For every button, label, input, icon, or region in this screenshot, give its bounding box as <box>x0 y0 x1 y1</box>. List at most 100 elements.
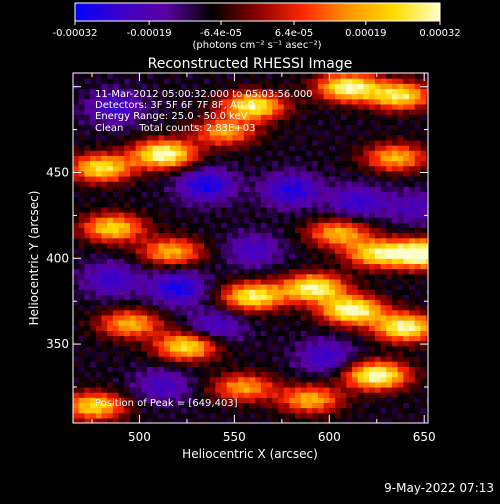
heatmap-cell <box>317 258 325 265</box>
heatmap-cell <box>186 258 194 265</box>
heatmap-cell <box>215 320 222 326</box>
heatmap-cell <box>323 109 330 115</box>
heatmap-cell <box>249 119 256 126</box>
heatmap-cell <box>391 232 399 239</box>
heatmap-cell <box>374 263 382 270</box>
heatmap-cell <box>158 350 165 357</box>
heatmap-cell <box>181 356 188 362</box>
heatmap-cell <box>158 103 165 110</box>
heatmap-cell <box>118 330 125 337</box>
heatmap-cell <box>352 129 359 136</box>
heatmap-cell <box>312 361 319 367</box>
heatmap-cell <box>409 109 416 115</box>
heatmap-cell <box>101 119 108 126</box>
heatmap-cell <box>152 119 160 126</box>
heatmap-cell <box>403 253 410 259</box>
heatmap-cell <box>198 284 205 290</box>
heatmap-cell <box>426 253 428 259</box>
heatmap-cell <box>147 217 154 223</box>
heatmap-cell <box>300 237 308 244</box>
heatmap-cell <box>352 345 359 352</box>
heatmap-cell <box>300 371 308 378</box>
heatmap-cell <box>232 114 239 120</box>
heatmap-cell <box>409 320 416 326</box>
heatmap-cell <box>278 73 285 79</box>
heatmap-cell <box>147 248 154 254</box>
heatmap-cell <box>278 376 285 383</box>
heatmap-cell <box>112 320 120 326</box>
heatmap-cell <box>289 237 296 244</box>
heatmap-cell <box>118 392 125 398</box>
heatmap-cell <box>112 119 120 126</box>
heatmap-cell <box>249 330 256 337</box>
heatmap-cell <box>221 139 228 146</box>
heatmap-cell <box>73 181 80 187</box>
heatmap-cell <box>420 129 427 136</box>
heatmap-cell <box>198 160 205 167</box>
heatmap-cell <box>129 129 137 136</box>
heatmap-cell <box>221 201 228 208</box>
heatmap-cell <box>426 417 428 423</box>
heatmap-cell <box>312 402 319 409</box>
heatmap-cell <box>158 371 165 378</box>
heatmap-cell <box>260 417 268 423</box>
heatmap-cell <box>369 273 376 280</box>
heatmap-cell <box>181 263 188 270</box>
heatmap-cell <box>209 217 216 223</box>
heatmap-cell <box>403 376 410 383</box>
heatmap-cell <box>158 366 165 373</box>
heatmap-cell <box>249 242 256 249</box>
heatmap-cell <box>363 119 370 126</box>
heatmap-cell <box>409 371 416 378</box>
heatmap-cell <box>272 273 279 280</box>
heatmap-cell <box>414 129 422 136</box>
heatmap-cell <box>346 345 353 352</box>
heatmap-cell <box>340 93 347 100</box>
heatmap-cell <box>169 73 177 79</box>
heatmap-cell <box>232 320 239 326</box>
heatmap-cell <box>409 397 416 404</box>
heatmap-cell <box>352 356 359 362</box>
heatmap-cell <box>363 392 370 398</box>
heatmap-cell <box>152 314 160 321</box>
heatmap-cell <box>186 392 194 398</box>
heatmap-cell <box>369 299 376 306</box>
x-axis-ticks: 500 550 600 650 <box>91 73 436 444</box>
heatmap-cell <box>95 211 103 218</box>
heatmap-cell <box>386 196 393 203</box>
heatmap-cell <box>181 289 188 295</box>
heatmap-cell <box>391 83 399 90</box>
heatmap-cell <box>107 145 114 151</box>
heatmap-cell <box>192 412 199 419</box>
heatmap-cell <box>386 376 393 383</box>
heatmap-cell <box>209 93 216 100</box>
heatmap-cell <box>363 103 370 110</box>
heatmap-cell <box>300 217 308 223</box>
heatmap-cell <box>118 237 125 244</box>
heatmap-cell <box>278 304 285 311</box>
heatmap-cell <box>272 237 279 244</box>
heatmap-cell <box>272 366 279 373</box>
heatmap-cell <box>243 242 251 249</box>
heatmap-cell <box>169 314 177 321</box>
heatmap-cell <box>164 211 171 218</box>
heatmap-cell <box>243 93 251 100</box>
heatmap-cell <box>203 165 211 172</box>
heatmap-cell <box>215 356 222 362</box>
heatmap-cell <box>266 98 273 105</box>
heatmap-cell <box>414 371 422 378</box>
heatmap-cell <box>357 289 365 295</box>
heatmap-cell <box>346 170 353 177</box>
heatmap-cell <box>403 73 410 79</box>
heatmap-cell <box>169 232 177 239</box>
heatmap-cell <box>266 145 273 151</box>
heatmap-cell <box>380 98 387 105</box>
heatmap-cell <box>329 114 336 120</box>
heatmap-cell <box>391 201 399 208</box>
heatmap-cell <box>107 407 114 414</box>
heatmap-cell <box>203 248 211 254</box>
heatmap-cell <box>198 376 205 383</box>
heatmap-cell <box>90 366 97 373</box>
heatmap-cell <box>124 284 131 290</box>
heatmap-cell <box>295 397 302 404</box>
